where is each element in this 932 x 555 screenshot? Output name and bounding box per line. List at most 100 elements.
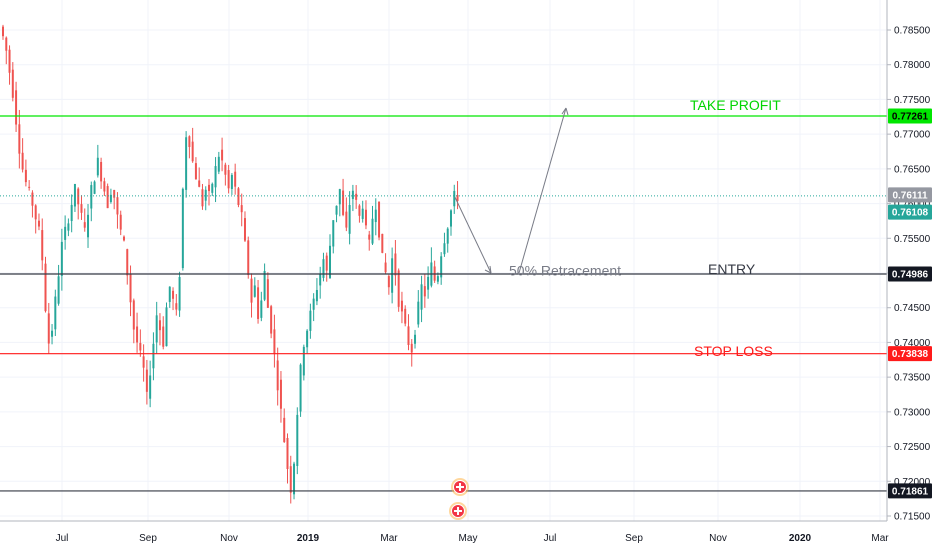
time-axis[interactable]: Jul Sep Nov 2019 Mar May Jul Sep Nov 2020 Mar	[0, 520, 889, 544]
candle-body	[198, 180, 201, 187]
projection-up-arrowhead	[565, 107, 569, 116]
candle-body	[201, 189, 204, 207]
candles	[2, 24, 459, 504]
grid	[0, 0, 887, 521]
candle-body	[204, 189, 207, 201]
candle-body	[345, 211, 348, 228]
candle-body	[142, 356, 145, 368]
x-tick-label: May	[459, 533, 478, 544]
candle-body	[155, 315, 158, 343]
event-marker-top[interactable]	[451, 478, 469, 496]
support-price-tag-label: 0.71861	[892, 486, 929, 497]
candle-body	[387, 276, 390, 288]
price-axis[interactable]: 0.71500 0.72000 0.72500 0.73000 0.73500 0.740…	[886, 0, 931, 523]
projection-down-line[interactable]	[454, 197, 492, 274]
candle-body	[338, 189, 341, 205]
plus-icon	[456, 486, 464, 488]
candle-body	[276, 360, 279, 391]
projection-up-line[interactable]	[518, 107, 567, 274]
event-markers[interactable]	[449, 478, 469, 520]
candle-body	[136, 326, 139, 343]
y-tick-label: 0.77500	[894, 95, 931, 106]
candle-body	[342, 190, 345, 215]
candle-body	[67, 223, 70, 231]
candle-body	[103, 181, 106, 192]
candle-body	[260, 300, 263, 318]
candle-body	[374, 209, 377, 223]
candle-body	[145, 369, 148, 392]
candle-body	[64, 226, 67, 240]
candle-body	[70, 204, 73, 222]
candle-body	[21, 152, 24, 170]
candle-body	[31, 192, 34, 206]
candle-body	[28, 186, 31, 188]
candle-body	[446, 228, 449, 244]
candle-body	[96, 157, 99, 176]
candle-body	[293, 463, 296, 495]
candle-body	[253, 285, 256, 297]
entry-price-tag-bg	[888, 266, 932, 282]
stop-loss-price-tag: 0.73838	[888, 346, 932, 362]
candle-body	[273, 329, 276, 355]
candle-body	[289, 466, 292, 493]
take-profit-price-tag-bg	[888, 108, 932, 124]
candle-body	[322, 259, 325, 278]
candle-body	[24, 169, 27, 183]
candle-body	[119, 214, 122, 230]
candle-body	[355, 193, 358, 200]
candle-body	[391, 258, 394, 293]
plus-icon	[454, 510, 462, 512]
candle-body	[348, 204, 351, 234]
candle-body	[106, 186, 109, 209]
candle-body	[440, 256, 443, 278]
candle-body	[266, 279, 269, 308]
candle-body	[358, 205, 361, 216]
candle-body	[270, 306, 273, 334]
stop-loss-price-tag-label: 0.73838	[892, 349, 929, 360]
candle-body	[227, 170, 230, 189]
take-profit-annotation: TAKE PROFIT	[690, 97, 781, 113]
candle-body	[47, 313, 50, 344]
x-tick-label: Nov	[709, 533, 727, 544]
candle-body	[191, 141, 194, 162]
candle-body	[302, 346, 305, 376]
close-line-price-tag-label: 0.76111	[892, 190, 927, 201]
candle-body	[214, 166, 217, 188]
candle-body	[306, 330, 309, 348]
x-tick-label: 2020	[789, 533, 812, 544]
candle-body	[420, 284, 423, 310]
drawings[interactable]: 50% Retracement	[454, 107, 621, 278]
candle-body	[335, 205, 338, 215]
candle-body	[309, 310, 312, 331]
candle-body	[351, 190, 354, 199]
candle-body	[427, 276, 430, 290]
retracement-label[interactable]: 50% Retracement	[509, 262, 621, 278]
candle-body	[158, 320, 161, 331]
candle-body	[15, 90, 18, 125]
candle-body	[211, 183, 214, 193]
candle-body	[230, 174, 233, 189]
close-line-price-tag-bg	[888, 187, 932, 203]
x-tick-label: Mar	[380, 533, 398, 544]
y-tick-label: 0.75500	[894, 234, 931, 245]
candle-body	[77, 188, 80, 205]
x-tick-label: Sep	[139, 533, 157, 544]
candle-body	[286, 437, 289, 470]
candle-body	[8, 49, 11, 73]
candle-body	[224, 164, 227, 175]
candle-body	[194, 163, 197, 180]
projection-down-arrowhead	[484, 269, 492, 274]
candle-body	[51, 330, 54, 337]
horizontal-levels[interactable]: TAKE PROFIT ENTRY STOP LOSS	[0, 97, 887, 492]
candle-body	[243, 218, 246, 241]
candle-body	[208, 184, 211, 192]
candle-body	[237, 188, 240, 206]
event-marker-bottom[interactable]	[449, 502, 467, 520]
stop-loss-annotation: STOP LOSS	[694, 343, 773, 359]
candle-body	[80, 204, 83, 213]
candle-body	[34, 205, 37, 220]
x-tick-label: Sep	[625, 533, 643, 544]
projection-down-arrowhead	[489, 265, 492, 274]
